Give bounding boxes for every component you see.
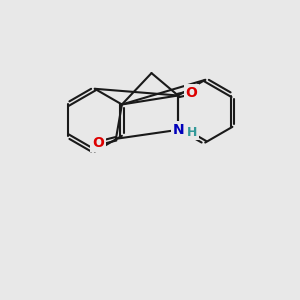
Text: O: O bbox=[186, 85, 197, 100]
Text: N: N bbox=[172, 123, 184, 137]
Text: O: O bbox=[92, 136, 104, 150]
Text: H: H bbox=[187, 126, 198, 139]
